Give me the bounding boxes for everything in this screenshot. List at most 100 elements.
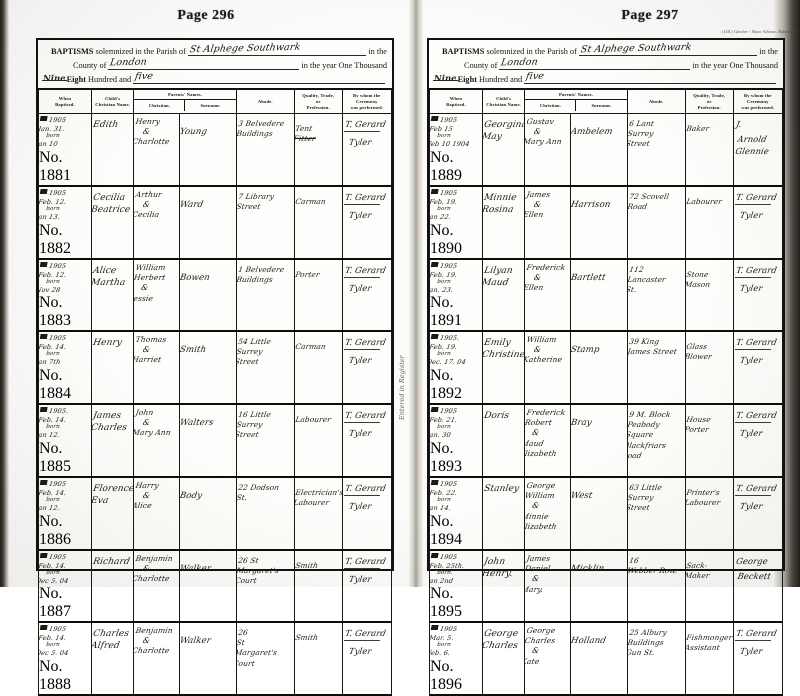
- mother-name: Minnie Elizabeth: [524, 511, 558, 531]
- entry-year: 1905: [48, 479, 67, 488]
- cell-by-whom-performed: T. Gerard Tyler: [341, 112, 393, 187]
- cell-by-whom-performed: T. Gerard Tyler: [341, 330, 393, 406]
- cell-parents-christian: William Herbert & Jessie: [133, 258, 181, 333]
- ampersand: &: [142, 563, 152, 573]
- child-name: John Henry.: [482, 556, 514, 579]
- quality-line-1: Carman: [294, 342, 327, 352]
- entry-born-date: Feb 10 1904: [429, 140, 471, 149]
- cell-child-christian-name: Emily Christine: [481, 330, 526, 406]
- officiant-signature: T. Gerard: [343, 337, 387, 348]
- table-row: 1905 Feb. 12. born Nov 28 No. 1883 Alice Mart…: [38, 258, 393, 333]
- year-one-thousand-label: in the year One Thousand: [301, 61, 387, 70]
- entry-year: 1905: [48, 188, 67, 197]
- year-field: five: [524, 71, 776, 84]
- abode-line-2: Surrey Street: [627, 129, 655, 149]
- officiant-signature: T. Gerard: [734, 337, 778, 348]
- entry-number: No. 1896: [430, 658, 462, 694]
- officiant-signature-surname: Tyler: [734, 494, 772, 512]
- officiant-signature: T. Gerard: [343, 482, 387, 493]
- cell-when-baptised: 1905 Feb. 14. born Jan 12. No. 1886: [38, 476, 92, 551]
- header-parents-christian: Christian.: [134, 100, 186, 111]
- quality-line-1: Glass: [685, 342, 708, 352]
- cell-when-baptised: 1905 Feb. 19. born Jan 22. No. 1890: [429, 185, 483, 260]
- cell-parents-christian: Gustav & Mary Ann: [524, 112, 572, 187]
- father-name: George Charles: [524, 626, 557, 646]
- mother-name: Mary Ann: [133, 428, 172, 438]
- abode-line-2: Buildings: [236, 129, 274, 139]
- mother-name: Charlotte: [133, 574, 171, 584]
- entry-baptised-date: Feb. 19.: [429, 270, 458, 279]
- date-stamp-mark: [39, 188, 48, 194]
- cell-parents-surname: Walker: [179, 549, 237, 624]
- county-label: County of: [73, 61, 107, 70]
- cell-when-baptised: 1905 Feb. 12. born Nov 28 No. 1883: [38, 258, 92, 333]
- cell-quality-trade: Labourer: [684, 185, 734, 260]
- cell-abode: 26 St Margaret's Court: [235, 621, 295, 696]
- cell-when-baptised: 1905 Feb 15 born Feb 10 1904 No. 1889: [429, 112, 483, 187]
- father-name: Harry: [135, 480, 160, 490]
- entry-born-label: born: [436, 133, 452, 140]
- officiant-signature-surname: Tyler: [734, 203, 772, 221]
- cell-by-whom-performed: T. Gerard Tyler: [341, 185, 393, 260]
- quality-line-1: Electrician's: [294, 487, 343, 497]
- cell-quality-trade: Baker: [684, 112, 734, 187]
- cell-quality-trade: Labourer: [293, 403, 343, 478]
- officiant-signature-surname: Tyler: [343, 422, 381, 440]
- abode-line-2: Surrey Street: [627, 493, 655, 513]
- father-name: Gustav: [526, 117, 556, 126]
- child-name: Edith: [92, 120, 120, 130]
- entries-body-right: 1905 Feb 15 born Feb 10 1904 No. 1889 Georgin…: [429, 112, 784, 696]
- table-row: 1905 Feb. 19. born Jan 22. No. 1890 Minnie Ro…: [429, 185, 784, 260]
- header-quality: Quality, Trade, or Profession.: [293, 90, 343, 114]
- quality-line-1: Smith: [294, 633, 319, 643]
- cell-quality-trade: Smith: [293, 549, 343, 624]
- parents-surname: Micklin: [570, 563, 606, 574]
- entry-number: No. 1891: [430, 294, 462, 330]
- date-stamp-mark: [39, 334, 48, 340]
- nine-struck-word: Nine: [42, 74, 67, 84]
- cell-child-christian-name: Cecilia Beatrice: [90, 185, 135, 260]
- entry-number: No. 1895: [430, 585, 462, 621]
- quality-line-1: Sack-: [685, 560, 709, 570]
- mother-name: Charlotte: [133, 137, 171, 147]
- cell-abode: 25 Albury Buildings Gun St.: [626, 621, 686, 696]
- cell-when-baptised: 1905. Feb. 14. born Jan 12. No. 1885: [38, 403, 92, 478]
- entries-table-right: When Baptised. Child's Christian Name. P…: [429, 90, 784, 696]
- date-stamp-mark: [39, 116, 48, 121]
- mother-name: Alice: [133, 501, 153, 511]
- abode-line-2: Surrey Street: [236, 347, 264, 367]
- cell-parents-surname: Walters: [179, 403, 237, 478]
- mother-name: Jessie: [133, 293, 155, 303]
- ampersand: &: [142, 636, 152, 646]
- cell-quality-trade: Carman: [293, 185, 343, 260]
- page-title-left: Page 296: [177, 8, 235, 23]
- cell-quality-trade: Smith: [293, 621, 343, 696]
- header-when: When Baptised.: [429, 90, 483, 114]
- child-name: Doris: [483, 411, 510, 422]
- mother-name: Mary Ann: [524, 137, 563, 147]
- table-header-row: When Baptised. Child's Christian Name. P…: [429, 90, 784, 114]
- cell-parents-surname: Bray: [570, 403, 628, 478]
- cell-abode: 3 Belvedere Buildings: [235, 112, 295, 187]
- quality-line-1: Smith: [294, 560, 319, 570]
- cell-parents-christian: James Daniel & Mary.: [524, 549, 572, 624]
- father-name: Thomas: [135, 335, 168, 345]
- mother-name: Cecilia: [133, 210, 161, 220]
- entry-number: No. 1883: [39, 294, 71, 330]
- entry-year: 1905: [48, 334, 67, 343]
- entry-baptised-date: Feb 15: [429, 124, 454, 133]
- father-name: James: [526, 189, 552, 199]
- county-label: County of: [464, 61, 498, 70]
- abode-line-1: 63 Little: [628, 482, 663, 492]
- entry-born-label: born: [436, 497, 452, 504]
- entry-born-date: Jan 13.: [38, 212, 61, 221]
- eight-word: Eight: [457, 75, 477, 84]
- header-parents-surname: Surname.: [591, 103, 612, 108]
- header-by-whom: By whom the Ceremony was performed.: [341, 90, 393, 114]
- cell-when-baptised: 1905 Feb. 21. born Jan. 30 No. 1893: [429, 403, 483, 478]
- cell-when-baptised: 1905. Feb. 19. born Dec. 17. 04 No. 1892: [429, 330, 483, 406]
- entry-number: No. 1889: [430, 148, 462, 184]
- date-stamp-mark: [39, 261, 48, 267]
- mother-name: Katherine: [524, 355, 564, 365]
- book-gutter-shadow: [409, 0, 423, 587]
